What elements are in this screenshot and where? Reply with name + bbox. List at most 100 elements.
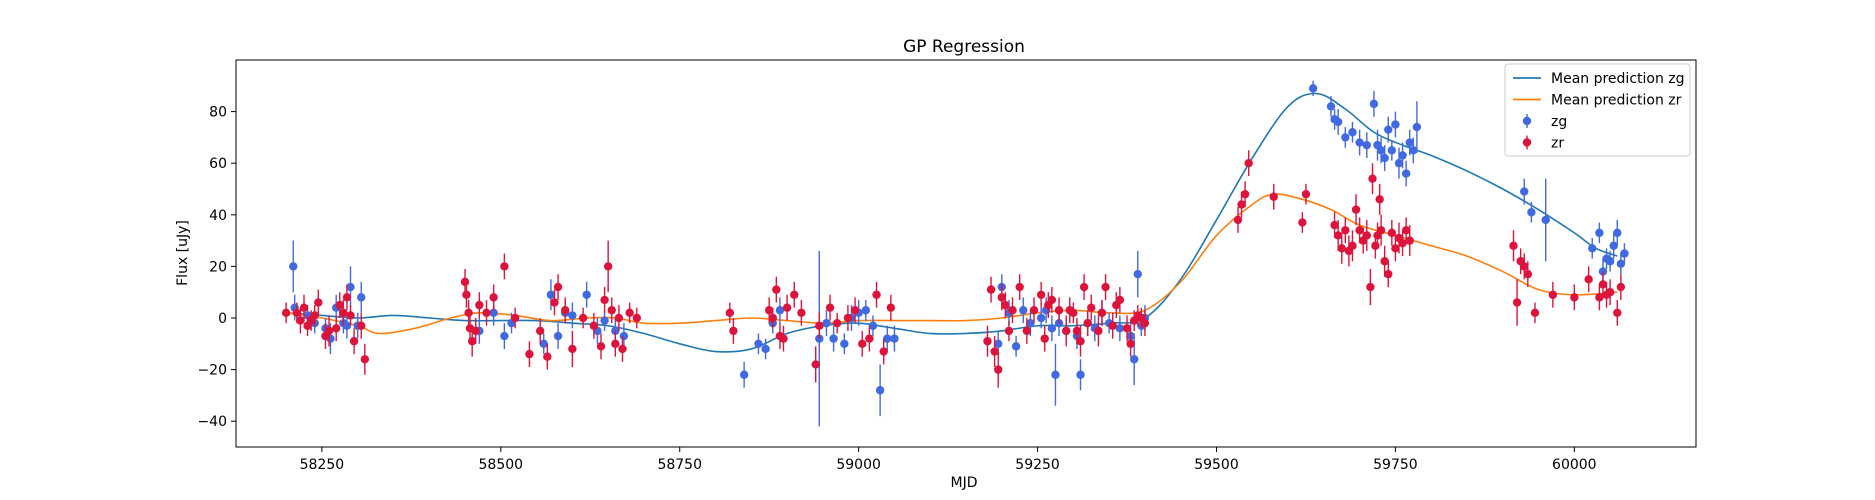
y-axis-label: Flux [uJy] <box>175 220 191 286</box>
plot-area <box>281 80 1629 427</box>
data-point <box>1019 306 1028 315</box>
data-point <box>779 334 788 343</box>
data-point <box>797 308 806 318</box>
data-point <box>764 306 774 315</box>
data-point <box>886 303 896 312</box>
data-point <box>872 290 881 299</box>
data-point <box>1595 293 1604 302</box>
data-point <box>1570 293 1579 302</box>
x-tick-label: 59500 <box>1194 457 1239 473</box>
y-tick-label: −40 <box>197 414 227 430</box>
data-point <box>292 308 302 318</box>
data-point <box>1384 125 1393 134</box>
data-point <box>1301 189 1311 199</box>
data-point <box>1115 324 1125 333</box>
data-point <box>843 313 853 323</box>
data-point <box>600 295 609 305</box>
data-point <box>1348 241 1357 250</box>
data-point <box>1047 295 1057 305</box>
chart-title: GP Regression <box>903 37 1025 57</box>
data-point <box>1061 326 1071 336</box>
data-point <box>561 306 570 315</box>
data-point <box>1387 146 1397 155</box>
data-point <box>1412 122 1422 132</box>
data-point <box>739 370 749 379</box>
data-point <box>460 277 470 287</box>
data-point <box>1108 321 1117 330</box>
data-point <box>614 313 624 323</box>
data-point <box>1076 337 1085 346</box>
data-point <box>342 293 352 302</box>
data-point <box>1598 280 1608 289</box>
data-point <box>611 326 620 336</box>
data-point <box>1083 318 1092 328</box>
data-point <box>1387 228 1397 238</box>
legend-label: zg <box>1551 114 1567 130</box>
data-point <box>600 316 609 325</box>
data-point <box>1530 308 1540 318</box>
legend-label: Mean prediction zg <box>1551 71 1685 87</box>
data-point <box>1588 244 1597 253</box>
data-point <box>296 316 305 325</box>
data-point <box>1094 326 1103 336</box>
data-point <box>1115 295 1125 305</box>
data-point <box>1391 244 1400 253</box>
data-point <box>578 313 588 323</box>
data-point <box>1240 189 1250 199</box>
data-point <box>875 386 885 395</box>
y-tick-label: −20 <box>197 363 227 379</box>
data-point <box>811 360 820 369</box>
data-point <box>553 282 563 292</box>
legend-label: zr <box>1551 136 1564 152</box>
data-point <box>994 365 1003 374</box>
data-point <box>1341 226 1350 235</box>
data-point <box>1133 269 1142 279</box>
y-tick-label: 20 <box>209 259 227 275</box>
data-point <box>335 300 344 310</box>
data-point <box>1129 355 1139 364</box>
data-point <box>725 308 735 318</box>
data-point <box>822 318 831 328</box>
data-point <box>1391 120 1400 129</box>
data-point <box>1015 282 1024 292</box>
data-point <box>342 321 352 330</box>
x-tick-label: 59750 <box>1373 457 1418 473</box>
data-point <box>568 344 577 354</box>
data-point <box>1029 306 1039 315</box>
data-point <box>1040 334 1049 343</box>
plot-frame <box>235 59 1697 448</box>
data-point <box>618 344 627 354</box>
data-point <box>825 303 835 312</box>
data-point <box>1548 290 1558 299</box>
data-point <box>289 262 298 271</box>
data-point <box>535 326 545 336</box>
data-point <box>850 306 860 315</box>
axis-ticks: 58250 58500 58750 59000 59250 59500 59750 60000… <box>197 105 1596 473</box>
data-point <box>790 290 799 299</box>
data-point <box>310 311 319 320</box>
x-tick-label: 60000 <box>1552 457 1597 473</box>
data-point <box>1520 262 1529 271</box>
legend-marker-swatch <box>1522 138 1532 147</box>
data-point <box>1076 370 1085 379</box>
data-point <box>1079 282 1089 292</box>
data-point <box>467 337 477 346</box>
data-point <box>632 313 641 323</box>
data-point <box>879 347 888 356</box>
series-zr <box>281 150 1626 388</box>
data-point <box>346 282 355 292</box>
data-point <box>1616 259 1626 269</box>
data-point <box>1541 215 1550 225</box>
data-point <box>1237 200 1246 209</box>
data-point <box>482 308 491 318</box>
data-point <box>1011 342 1021 351</box>
data-point <box>1401 169 1411 178</box>
data-point <box>1348 128 1357 137</box>
data-point <box>868 321 878 330</box>
y-tick-label: 40 <box>209 208 227 224</box>
data-point <box>1509 241 1518 250</box>
data-point <box>1362 140 1371 150</box>
data-point <box>471 326 480 336</box>
data-point <box>1341 133 1350 142</box>
data-point <box>990 347 999 356</box>
